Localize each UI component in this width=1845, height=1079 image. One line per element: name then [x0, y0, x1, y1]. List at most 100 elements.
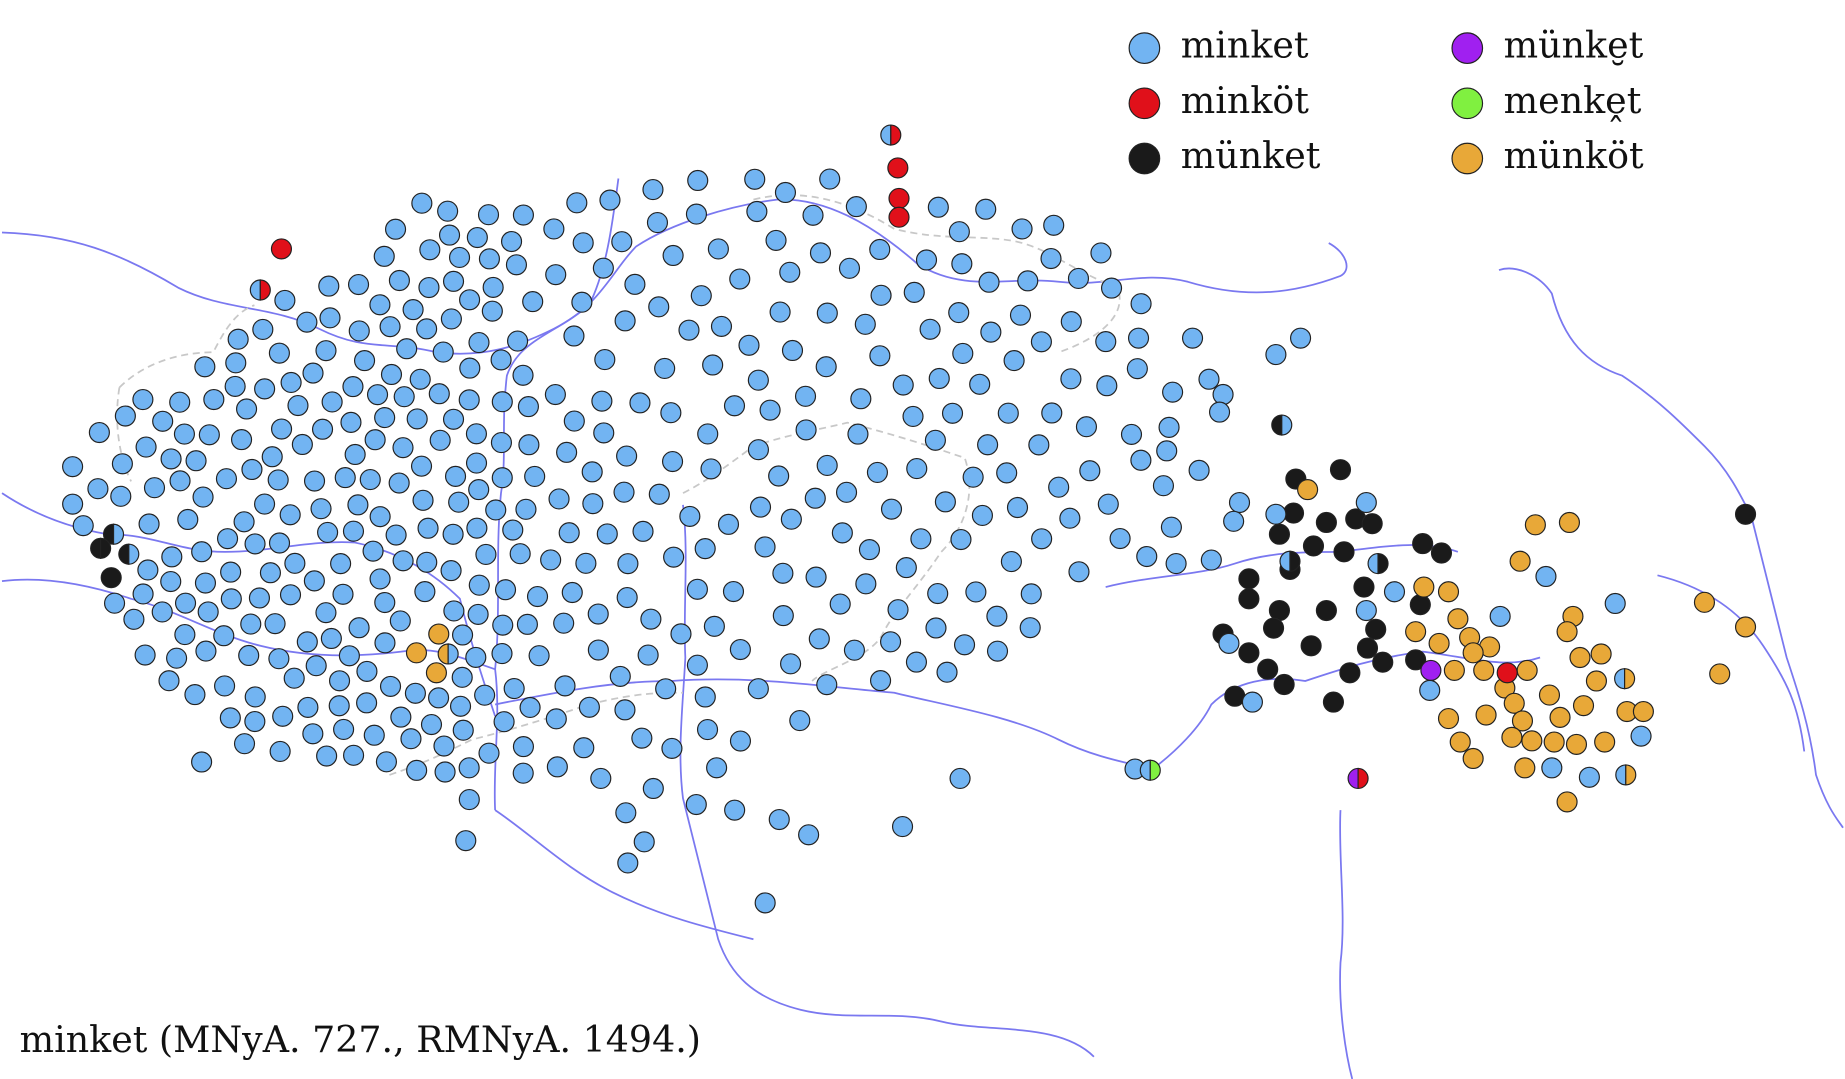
dialect-dot — [686, 654, 708, 676]
dialect-dot — [194, 356, 216, 378]
dialect-dot — [1347, 767, 1359, 789]
dialect-dot — [240, 613, 262, 635]
dialect-dot — [768, 808, 790, 831]
dialect-dot — [296, 311, 318, 333]
legend-marker — [1451, 32, 1484, 64]
dialect-dot — [1152, 475, 1175, 497]
dialect-dot — [611, 231, 633, 253]
dialect-dot — [855, 573, 877, 595]
dialect-dot — [1165, 553, 1187, 575]
dialect-dot — [614, 699, 636, 721]
dialect-dot — [385, 524, 407, 546]
dialect-dot — [544, 383, 566, 406]
dialect-dot — [465, 423, 487, 445]
dialect-dot — [1355, 491, 1377, 514]
dialect-dot — [977, 434, 999, 456]
dialect-dot — [870, 284, 892, 306]
dialect-dot — [459, 357, 481, 379]
dialect-dot — [563, 325, 585, 347]
dialect-dot — [1543, 731, 1565, 753]
dialect-dot — [1162, 381, 1184, 403]
dialect-dot — [905, 651, 928, 673]
dialect-dot — [160, 570, 182, 593]
dialect-dot — [596, 523, 618, 545]
dialect-dot — [432, 341, 454, 363]
dialect-dot — [518, 434, 540, 456]
dialect-dot — [880, 124, 892, 146]
dialect-dot — [132, 583, 154, 605]
dialect-dot — [1503, 692, 1525, 714]
dialect-dot — [466, 226, 488, 249]
dialect-dot — [1462, 642, 1484, 664]
dialect-dot — [1419, 679, 1441, 701]
dialect-dot — [1268, 523, 1290, 545]
dialect-dot — [252, 318, 274, 341]
dialect-dot — [798, 824, 820, 846]
dialect-dot — [729, 730, 752, 752]
dialect-dot — [679, 505, 701, 527]
dialect-dot — [369, 294, 391, 316]
dialect-dot — [1223, 510, 1245, 532]
caption: minket (MNyA. 727., RMNyA. 1494.) — [20, 1018, 701, 1061]
dialect-dot — [978, 271, 1000, 293]
legend-marker — [1128, 32, 1161, 64]
dialect-dot — [646, 212, 669, 234]
dialect-dot — [1075, 416, 1098, 438]
dialect-dot — [1489, 605, 1511, 627]
dialect-dot — [224, 375, 246, 397]
dialect-dot — [481, 300, 503, 322]
dialect-dot — [1383, 581, 1406, 603]
dialect-dot — [1097, 493, 1119, 515]
dialect-dot — [1003, 350, 1025, 372]
dialect-dot — [1060, 368, 1082, 390]
dialect-dot — [244, 686, 266, 708]
dialect-dot — [1615, 764, 1627, 786]
dialect-dot — [685, 203, 708, 225]
dialect-dot — [447, 643, 459, 665]
dialect-dot — [1043, 214, 1065, 236]
dialect-dot — [1578, 766, 1600, 788]
dialect-dot — [952, 342, 974, 365]
legend: minket minköt münket münke̮t menkḙt münköt — [1128, 24, 1644, 177]
dialect-dot — [87, 478, 109, 500]
dialect-dot — [858, 539, 881, 561]
dialect-dot — [303, 570, 325, 592]
dialect-dot — [236, 398, 258, 420]
legend-label: minköt — [1181, 79, 1309, 122]
dialect-dot — [502, 519, 524, 541]
dialect-dot — [410, 455, 433, 477]
dialect-dot — [590, 767, 612, 789]
dialect-dot — [1357, 767, 1369, 789]
dialect-dot — [449, 695, 472, 717]
dialect-dot — [831, 522, 853, 544]
dialect-dot — [829, 593, 851, 615]
dialect-dot — [1413, 576, 1435, 598]
dialect-dot — [380, 363, 403, 386]
dialect-dot — [1218, 632, 1240, 654]
dialect-dot — [344, 443, 366, 466]
dialect-dot — [1040, 247, 1062, 270]
dialect-dot — [1734, 503, 1757, 525]
dialect-dot — [174, 624, 196, 646]
dialect-dot — [919, 318, 941, 340]
dialect-dot — [526, 585, 549, 608]
dialect-dot — [442, 270, 465, 292]
dialect-dot — [143, 477, 166, 499]
dialect-dot — [274, 289, 296, 311]
dialect-dot — [416, 318, 438, 340]
dialect-dot — [302, 723, 324, 745]
dialect-dot — [347, 494, 369, 516]
dialect-dot — [1208, 401, 1231, 423]
dialect-dot — [1136, 545, 1158, 568]
dialect-dot — [428, 687, 450, 709]
dialect-dot — [654, 357, 676, 379]
dialect-dot — [566, 192, 588, 214]
dialect-dot — [1449, 731, 1471, 753]
dialect-dot — [1549, 706, 1571, 728]
dialect-dot — [910, 528, 932, 550]
dialect-dot — [1473, 659, 1495, 681]
dialect-dot — [554, 675, 576, 697]
dialect-dot — [152, 410, 174, 432]
dialect-dot — [505, 254, 528, 276]
